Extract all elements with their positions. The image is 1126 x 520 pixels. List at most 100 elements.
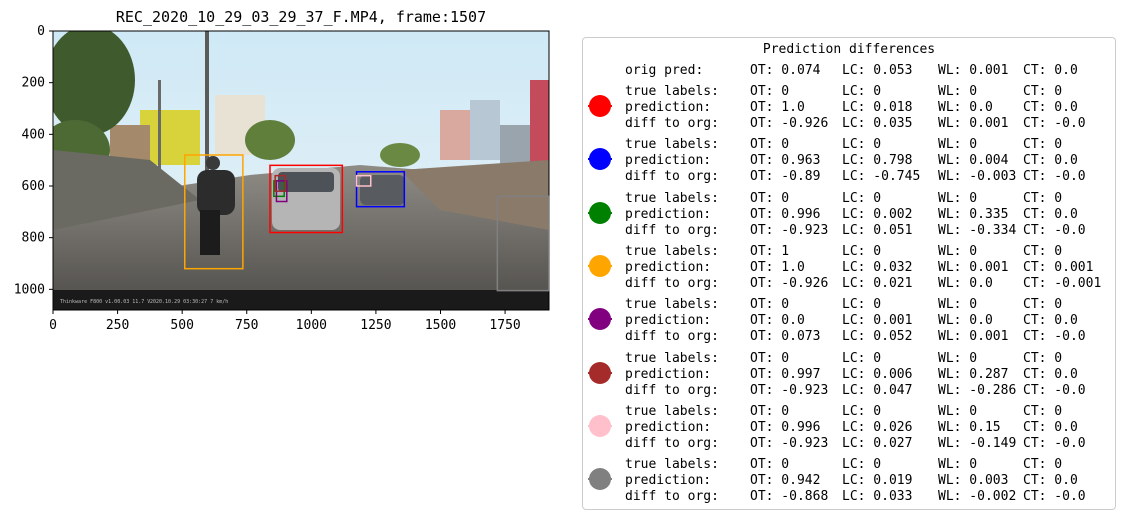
chart-title: REC_2020_10_29_03_29_37_F.MP4, frame:150… — [116, 8, 486, 26]
legend-prediction-value: LC: 0.026 — [842, 419, 913, 435]
legend-prediction-value: OT: 1.0 — [750, 100, 805, 115]
legend-true-labels-value: OT: 0 — [750, 350, 790, 366]
legend-true-labels-value: LC: 0 — [842, 297, 882, 313]
legend-diff-to-org-value: WL: -0.003 — [938, 169, 1017, 185]
legend-true-labels-value: WL: 0 — [938, 137, 978, 153]
legend-diff-to-org-label: diff to org: — [625, 116, 719, 131]
legend-true-labels-value: LC: 0 — [842, 243, 882, 259]
legend-prediction-value: CT: 0.0 — [1023, 366, 1078, 382]
legend-prediction-label: prediction: — [625, 100, 712, 115]
legend-marker-4 — [588, 254, 612, 278]
bounding-box-8 — [496, 195, 550, 292]
legend-diff-to-org-value: LC: 0.051 — [842, 222, 913, 238]
legend-true-labels-value: CT: 0 — [1023, 403, 1063, 419]
legend-prediction-label: prediction: — [625, 473, 712, 489]
legend-diff-to-org-value: LC: 0.052 — [842, 329, 913, 345]
legend-prediction-value: WL: 0.003 — [938, 473, 1009, 489]
legend-true-labels-value: OT: 0 — [750, 84, 790, 99]
x-tick-label: 250 — [106, 318, 129, 333]
legend-true-labels-value: WL: 0 — [938, 297, 978, 313]
legend-prediction-value: WL: 0.001 — [938, 259, 1009, 275]
legend-true-labels-value: CT: 0 — [1023, 84, 1063, 99]
x-tick-label: 1250 — [360, 318, 391, 333]
legend-true-labels-label: true labels: — [625, 457, 719, 473]
x-tick-label: 0 — [49, 318, 57, 333]
y-tick-label: 0 — [37, 24, 45, 39]
legend-prediction-label: prediction: — [625, 366, 712, 382]
y-tick-label: 400 — [22, 127, 45, 142]
legend-diff-to-org-value: OT: -0.926 — [750, 275, 829, 291]
legend: Prediction differences orig pred: OT: 0.0… — [582, 37, 1116, 510]
legend-true-labels-label: true labels: — [625, 350, 719, 366]
legend-diff-to-org-value: OT: -0.923 — [750, 435, 829, 451]
legend-diff-to-org-value: LC: -0.745 — [842, 169, 921, 185]
legend-diff-to-org-value: CT: -0.0 — [1023, 169, 1086, 185]
legend-prediction-value: LC: 0.032 — [842, 259, 913, 275]
legend-diff-to-org-value: CT: -0.0 — [1023, 489, 1086, 505]
legend-prediction-value: LC: 0.006 — [842, 366, 913, 382]
legend-marker-2 — [588, 147, 612, 171]
legend-prediction-value: LC: 0.002 — [842, 206, 913, 222]
legend-prediction-value: WL: 0.287 — [938, 366, 1009, 382]
legend-true-labels-value: CT: 0 — [1023, 457, 1063, 473]
legend-diff-to-org-value: WL: 0.001 — [938, 329, 1009, 345]
legend-diff-to-org-value: WL: -0.334 — [938, 222, 1017, 238]
y-tick-label: 600 — [22, 179, 45, 194]
legend-orig-pred-label: orig pred: — [625, 63, 704, 78]
bounding-box-6 — [274, 174, 287, 192]
legend-prediction-value: OT: 0.996 — [750, 206, 821, 222]
legend-prediction-value: WL: 0.004 — [938, 153, 1009, 169]
legend-prediction-value: OT: 1.0 — [750, 259, 805, 275]
legend-marker-5 — [588, 307, 612, 331]
axes-frame — [52, 30, 550, 311]
legend-orig-pred-value: LC: 0.053 — [842, 63, 913, 78]
legend-diff-to-org-value: OT: -0.923 — [750, 222, 829, 238]
legend-prediction-value: WL: 0.335 — [938, 206, 1009, 222]
legend-diff-to-org-label: diff to org: — [625, 382, 719, 398]
legend-true-labels-value: LC: 0 — [842, 350, 882, 366]
legend-prediction-value: LC: 0.019 — [842, 473, 913, 489]
legend-true-labels-value: CT: 0 — [1023, 137, 1063, 153]
legend-diff-to-org-value: OT: -0.868 — [750, 489, 829, 505]
legend-true-labels-value: WL: 0 — [938, 350, 978, 366]
legend-diff-to-org-value: WL: 0.001 — [938, 116, 1009, 131]
legend-prediction-label: prediction: — [625, 259, 712, 275]
legend-diff-to-org-value: WL: 0.0 — [938, 275, 993, 291]
legend-diff-to-org-value: WL: -0.002 — [938, 489, 1017, 505]
x-tick-label: 1750 — [489, 318, 520, 333]
legend-prediction-label: prediction: — [625, 419, 712, 435]
legend-diff-to-org-value: LC: 0.047 — [842, 382, 913, 398]
legend-diff-to-org-value: CT: -0.0 — [1023, 222, 1086, 238]
legend-true-labels-value: CT: 0 — [1023, 190, 1063, 206]
legend-true-labels-label: true labels: — [625, 137, 719, 153]
legend-true-labels-value: OT: 0 — [750, 137, 790, 153]
legend-prediction-value: CT: 0.0 — [1023, 100, 1078, 115]
legend-prediction-value: CT: 0.001 — [1023, 259, 1094, 275]
legend-true-labels-value: OT: 0 — [750, 403, 790, 419]
x-tick-label: 1000 — [296, 318, 327, 333]
legend-prediction-value: CT: 0.0 — [1023, 313, 1078, 329]
legend-diff-to-org-value: OT: -0.926 — [750, 116, 829, 131]
y-tick-label: 800 — [22, 231, 45, 246]
legend-diff-to-org-label: diff to org: — [625, 222, 719, 238]
legend-marker-1 — [588, 94, 612, 118]
x-axis-ticks: 0 250 500 750 1000 1250 1500 1750 — [49, 310, 521, 333]
y-tick-label: 200 — [22, 76, 45, 91]
legend-diff-to-org-value: CT: -0.001 — [1023, 275, 1102, 291]
legend-diff-to-org-value: WL: -0.286 — [938, 382, 1017, 398]
legend-true-labels-value: LC: 0 — [842, 84, 882, 99]
legend-diff-to-org-value: OT: -0.923 — [750, 382, 829, 398]
legend-diff-to-org-value: LC: 0.033 — [842, 489, 913, 505]
legend-diff-to-org-value: LC: 0.027 — [842, 435, 913, 451]
legend-diff-to-org-value: CT: -0.0 — [1023, 116, 1086, 131]
legend-true-labels-value: WL: 0 — [938, 457, 978, 473]
legend-true-labels-value: OT: 0 — [750, 457, 790, 473]
bounding-box-1 — [269, 164, 344, 234]
legend-diff-to-org-label: diff to org: — [625, 329, 719, 345]
legend-prediction-value: CT: 0.0 — [1023, 153, 1078, 169]
legend-prediction-value: WL: 0.0 — [938, 313, 993, 329]
legend-diff-to-org-value: OT: -0.89 — [750, 169, 821, 185]
legend-prediction-value: WL: 0.0 — [938, 100, 993, 115]
legend-orig-pred-value: WL: 0.001 — [938, 63, 1009, 78]
